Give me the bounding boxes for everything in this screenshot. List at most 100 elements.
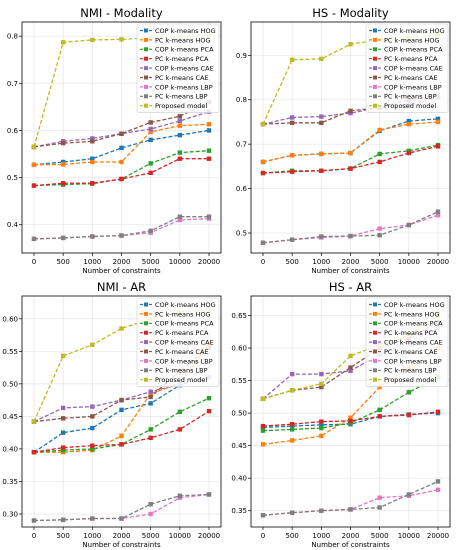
data-point bbox=[119, 433, 124, 439]
x-tick-label: 2000 bbox=[342, 258, 360, 266]
data-point bbox=[31, 144, 37, 150]
data-point bbox=[31, 518, 37, 523]
data-point bbox=[377, 505, 382, 510]
y-tick-label: 0.45 bbox=[231, 442, 247, 450]
legend-label: COP k-means LBP bbox=[155, 357, 213, 365]
data-point bbox=[60, 517, 66, 523]
data-point bbox=[206, 408, 212, 414]
data-point bbox=[377, 159, 382, 165]
data-point bbox=[377, 407, 382, 413]
data-point bbox=[206, 148, 212, 153]
y-tick-label: 0.65 bbox=[231, 312, 247, 320]
data-point bbox=[348, 42, 353, 47]
data-point bbox=[206, 395, 212, 401]
data-point bbox=[348, 353, 353, 359]
legend-marker bbox=[373, 75, 377, 80]
x-axis-label: Number of constraints bbox=[311, 267, 390, 275]
data-point bbox=[319, 234, 324, 239]
x-tick-label: 2000 bbox=[113, 258, 131, 266]
data-point bbox=[90, 37, 95, 43]
legend-label: PC k-means PCA bbox=[384, 55, 438, 63]
data-point bbox=[289, 153, 295, 158]
legend-marker bbox=[144, 349, 148, 354]
data-point bbox=[148, 137, 153, 143]
data-point bbox=[348, 507, 353, 512]
x-tick-label: 5000 bbox=[371, 258, 389, 266]
y-tick-label: 0.50 bbox=[231, 410, 247, 418]
data-point bbox=[289, 115, 295, 120]
legend-marker bbox=[144, 84, 148, 89]
legend-marker bbox=[373, 28, 377, 33]
legend-marker bbox=[144, 368, 148, 373]
legend-marker bbox=[373, 368, 377, 373]
legend-label: COP k-means PCA bbox=[384, 320, 443, 328]
data-point bbox=[148, 126, 153, 132]
y-tick-label: 0.60 bbox=[2, 315, 18, 323]
data-point bbox=[319, 422, 324, 428]
data-point bbox=[319, 168, 324, 174]
data-point bbox=[260, 423, 266, 429]
data-point bbox=[319, 433, 324, 439]
legend-marker bbox=[373, 47, 377, 52]
data-point bbox=[260, 121, 266, 127]
data-point bbox=[377, 151, 382, 157]
y-tick-label: 0.8 bbox=[7, 33, 18, 41]
data-point bbox=[377, 226, 382, 231]
data-point bbox=[348, 108, 353, 114]
data-point bbox=[148, 511, 153, 517]
y-tick-label: 0.7 bbox=[7, 80, 18, 88]
data-point bbox=[289, 427, 295, 432]
y-tick-label: 0.40 bbox=[2, 445, 18, 453]
data-point bbox=[148, 161, 153, 166]
legend-marker bbox=[144, 56, 148, 61]
y-tick-label: 0.35 bbox=[231, 507, 247, 515]
data-point bbox=[260, 513, 266, 518]
legend-label: PC k-means PCA bbox=[384, 329, 438, 337]
x-tick-label: 2000 bbox=[113, 532, 131, 540]
data-point bbox=[289, 438, 295, 443]
data-point bbox=[206, 128, 212, 133]
data-point bbox=[90, 342, 95, 348]
y-tick-label: 0.30 bbox=[2, 510, 18, 518]
legend-label: PC k-means PCA bbox=[155, 55, 209, 63]
data-point bbox=[289, 421, 295, 427]
data-point bbox=[90, 181, 95, 186]
data-point bbox=[119, 326, 124, 331]
legend-box bbox=[365, 23, 449, 113]
data-point bbox=[289, 237, 295, 242]
data-point bbox=[319, 151, 324, 157]
data-point bbox=[406, 390, 412, 395]
legend-marker bbox=[373, 377, 377, 382]
x-axis-label: Number of constraints bbox=[82, 267, 161, 275]
data-point bbox=[319, 419, 324, 424]
legend-label: PC k-means PCA bbox=[155, 329, 209, 337]
data-point bbox=[289, 510, 295, 515]
data-point bbox=[31, 183, 37, 188]
data-point bbox=[406, 412, 412, 418]
data-point bbox=[206, 156, 212, 161]
data-point bbox=[60, 181, 66, 186]
y-tick-label: 0.5 bbox=[7, 174, 18, 182]
y-tick-label: 0.50 bbox=[2, 380, 18, 388]
x-tick-label: 20000 bbox=[427, 532, 449, 540]
data-point bbox=[260, 159, 266, 165]
data-point bbox=[119, 159, 124, 165]
data-point bbox=[148, 401, 153, 406]
legend-label: PC k-means HOG bbox=[155, 310, 211, 318]
legend-label: COP k-means LBP bbox=[155, 83, 213, 91]
data-point bbox=[148, 170, 153, 176]
data-point bbox=[377, 233, 382, 238]
data-point bbox=[90, 443, 95, 448]
data-point bbox=[90, 136, 95, 141]
x-tick-label: 0 bbox=[32, 258, 36, 266]
data-point bbox=[31, 449, 37, 455]
data-point bbox=[90, 516, 95, 521]
y-tick-label: 0.5 bbox=[236, 230, 247, 238]
x-tick-label: 20000 bbox=[427, 258, 449, 266]
data-point bbox=[260, 442, 266, 447]
legend-marker bbox=[373, 94, 377, 99]
legend-marker bbox=[144, 321, 148, 326]
data-point bbox=[435, 116, 441, 122]
